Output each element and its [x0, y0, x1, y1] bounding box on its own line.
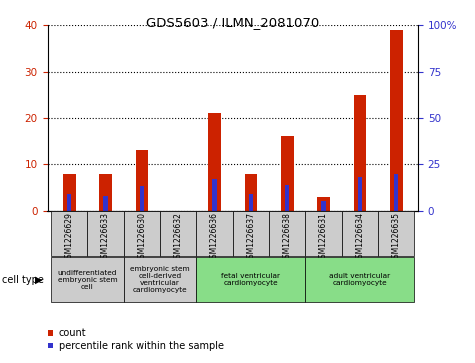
FancyBboxPatch shape [269, 211, 305, 256]
Text: ▶: ▶ [35, 275, 43, 285]
Text: GSM1226633: GSM1226633 [101, 212, 110, 263]
Bar [212, 179, 217, 211]
Text: GSM1226634: GSM1226634 [355, 212, 364, 263]
FancyBboxPatch shape [233, 211, 269, 256]
Bar [135, 150, 148, 211]
FancyBboxPatch shape [124, 211, 160, 256]
Bar [285, 185, 289, 211]
FancyBboxPatch shape [197, 257, 305, 302]
FancyBboxPatch shape [378, 211, 414, 256]
Bar [358, 177, 362, 211]
Text: count: count [59, 328, 86, 338]
Bar [353, 95, 366, 211]
Bar [281, 136, 294, 211]
Text: GSM1226632: GSM1226632 [174, 212, 183, 263]
FancyBboxPatch shape [197, 211, 233, 256]
Text: undifferentiated
embryonic stem
cell: undifferentiated embryonic stem cell [57, 269, 117, 290]
Text: GSM1226635: GSM1226635 [392, 212, 401, 263]
Bar [249, 194, 253, 211]
FancyBboxPatch shape [51, 257, 124, 302]
Text: GSM1226629: GSM1226629 [65, 212, 74, 263]
Bar [245, 174, 257, 211]
Bar [104, 196, 108, 211]
Text: GSM1226636: GSM1226636 [210, 212, 219, 263]
Bar [99, 174, 112, 211]
FancyBboxPatch shape [51, 211, 87, 256]
Text: percentile rank within the sample: percentile rank within the sample [59, 340, 224, 351]
Text: GSM1226631: GSM1226631 [319, 212, 328, 263]
Text: fetal ventricular
cardiomyocyte: fetal ventricular cardiomyocyte [221, 273, 280, 286]
FancyBboxPatch shape [160, 211, 197, 256]
Text: GDS5603 / ILMN_2081070: GDS5603 / ILMN_2081070 [146, 16, 319, 29]
Bar [390, 30, 402, 211]
Bar [394, 174, 399, 211]
Text: cell type: cell type [2, 275, 44, 285]
Text: embryonic stem
cell-derived
ventricular
cardiomyocyte: embryonic stem cell-derived ventricular … [130, 266, 190, 293]
FancyBboxPatch shape [87, 211, 124, 256]
Bar [140, 187, 144, 211]
FancyBboxPatch shape [305, 257, 414, 302]
Bar [317, 197, 330, 211]
Text: GSM1226638: GSM1226638 [283, 212, 292, 263]
Text: GSM1226630: GSM1226630 [137, 212, 146, 263]
FancyBboxPatch shape [305, 211, 342, 256]
FancyBboxPatch shape [342, 211, 378, 256]
Bar [208, 113, 221, 211]
Text: GSM1226637: GSM1226637 [247, 212, 256, 263]
Bar [322, 201, 326, 211]
Text: adult ventricular
cardiomyocyte: adult ventricular cardiomyocyte [329, 273, 390, 286]
FancyBboxPatch shape [124, 257, 197, 302]
Bar [67, 194, 71, 211]
Bar [63, 174, 76, 211]
